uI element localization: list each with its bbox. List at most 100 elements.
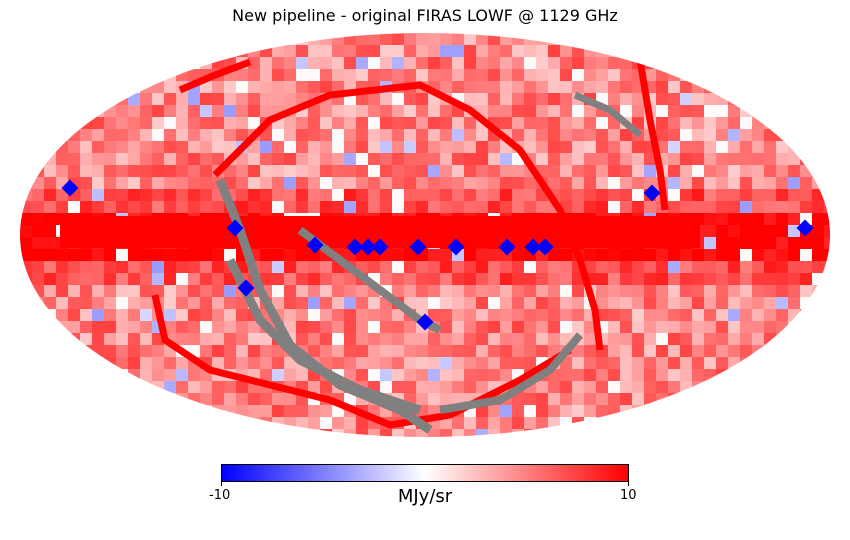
map-pixel [56, 297, 69, 310]
map-pixel [680, 141, 693, 154]
map-pixel [536, 117, 549, 130]
map-pixel [80, 297, 93, 310]
map-pixel [332, 417, 345, 430]
map-pixel [104, 261, 117, 274]
map-pixel [320, 165, 333, 178]
map-pixel [560, 297, 573, 310]
map-pixel [476, 57, 489, 70]
map-pixel [596, 357, 609, 370]
map-pixel [608, 273, 621, 286]
map-pixel [800, 189, 813, 202]
map-pixel [272, 345, 285, 358]
map-pixel [356, 45, 369, 58]
map-pixel [128, 93, 141, 106]
map-pixel [416, 297, 429, 310]
map-pixel [608, 177, 621, 190]
map-pixel [332, 105, 345, 118]
map-pixel [476, 357, 489, 370]
map-pixel [548, 69, 561, 82]
map-pixel [308, 129, 321, 142]
map-pixel [128, 309, 141, 322]
map-pixel [464, 57, 477, 70]
map-pixel [188, 177, 201, 190]
map-pixel [104, 345, 117, 358]
map-pixel [668, 189, 681, 202]
map-pixel [80, 273, 93, 286]
map-pixel [740, 189, 753, 202]
map-pixel [812, 177, 825, 190]
map-pixel [380, 381, 393, 394]
map-pixel [308, 417, 321, 430]
map-pixel [152, 249, 165, 262]
map-pixel [332, 69, 345, 82]
map-pixel [704, 237, 717, 250]
map-pixel [668, 381, 681, 394]
map-pixel [704, 141, 717, 154]
map-pixel [476, 189, 489, 202]
map-pixel [236, 117, 249, 130]
map-pixel [104, 105, 117, 118]
map-pixel [224, 297, 237, 310]
map-pixel [536, 129, 549, 142]
map-pixel [104, 129, 117, 142]
map-pixel [284, 81, 297, 94]
saturated-low-pixel [796, 219, 814, 237]
map-pixel [668, 81, 681, 94]
map-pixel [692, 201, 705, 214]
map-pixel [296, 69, 309, 82]
map-pixel [728, 249, 741, 262]
map-pixel [704, 333, 717, 346]
map-pixel [584, 357, 597, 370]
map-pixel [500, 93, 513, 106]
map-pixel [284, 201, 297, 214]
map-pixel [248, 417, 261, 430]
map-pixel [536, 309, 549, 322]
map-pixel [308, 57, 321, 70]
map-pixel [620, 405, 633, 418]
map-pixel [512, 417, 525, 430]
map-pixel [572, 153, 585, 166]
map-pixel [428, 153, 441, 166]
map-pixel [500, 321, 513, 334]
map-pixel [512, 129, 525, 142]
map-pixel [92, 333, 105, 346]
map-pixel [668, 177, 681, 190]
map-pixel [56, 285, 69, 298]
map-pixel [152, 189, 165, 202]
map-pixel [404, 57, 417, 70]
map-pixel [536, 201, 549, 214]
map-pixel [200, 249, 213, 262]
map-pixel [452, 321, 465, 334]
map-pixel [476, 165, 489, 178]
map-pixel [752, 201, 765, 214]
map-pixel [488, 309, 501, 322]
map-pixel [188, 297, 201, 310]
map-pixel [452, 417, 465, 430]
map-pixel [296, 129, 309, 142]
map-pixel [404, 261, 417, 274]
map-pixel [296, 273, 309, 286]
map-pixel [788, 249, 801, 262]
map-pixel [176, 285, 189, 298]
map-pixel [620, 69, 633, 82]
map-pixel [728, 189, 741, 202]
map-pixel [524, 81, 537, 94]
map-pixel [728, 141, 741, 154]
map-pixel [320, 153, 333, 166]
map-pixel [416, 33, 429, 46]
map-pixel [200, 93, 213, 106]
map-pixel [332, 129, 345, 142]
map-pixel [524, 261, 537, 274]
map-pixel [176, 297, 189, 310]
map-pixel [44, 297, 57, 310]
map-pixel [392, 249, 405, 262]
map-pixel [56, 153, 69, 166]
saturated-low-pixel [498, 238, 516, 256]
map-pixel [404, 285, 417, 298]
map-pixel [572, 345, 585, 358]
map-pixel [536, 141, 549, 154]
map-pixel [656, 381, 669, 394]
map-pixel [632, 381, 645, 394]
map-pixel [380, 309, 393, 322]
map-pixel [80, 333, 93, 346]
